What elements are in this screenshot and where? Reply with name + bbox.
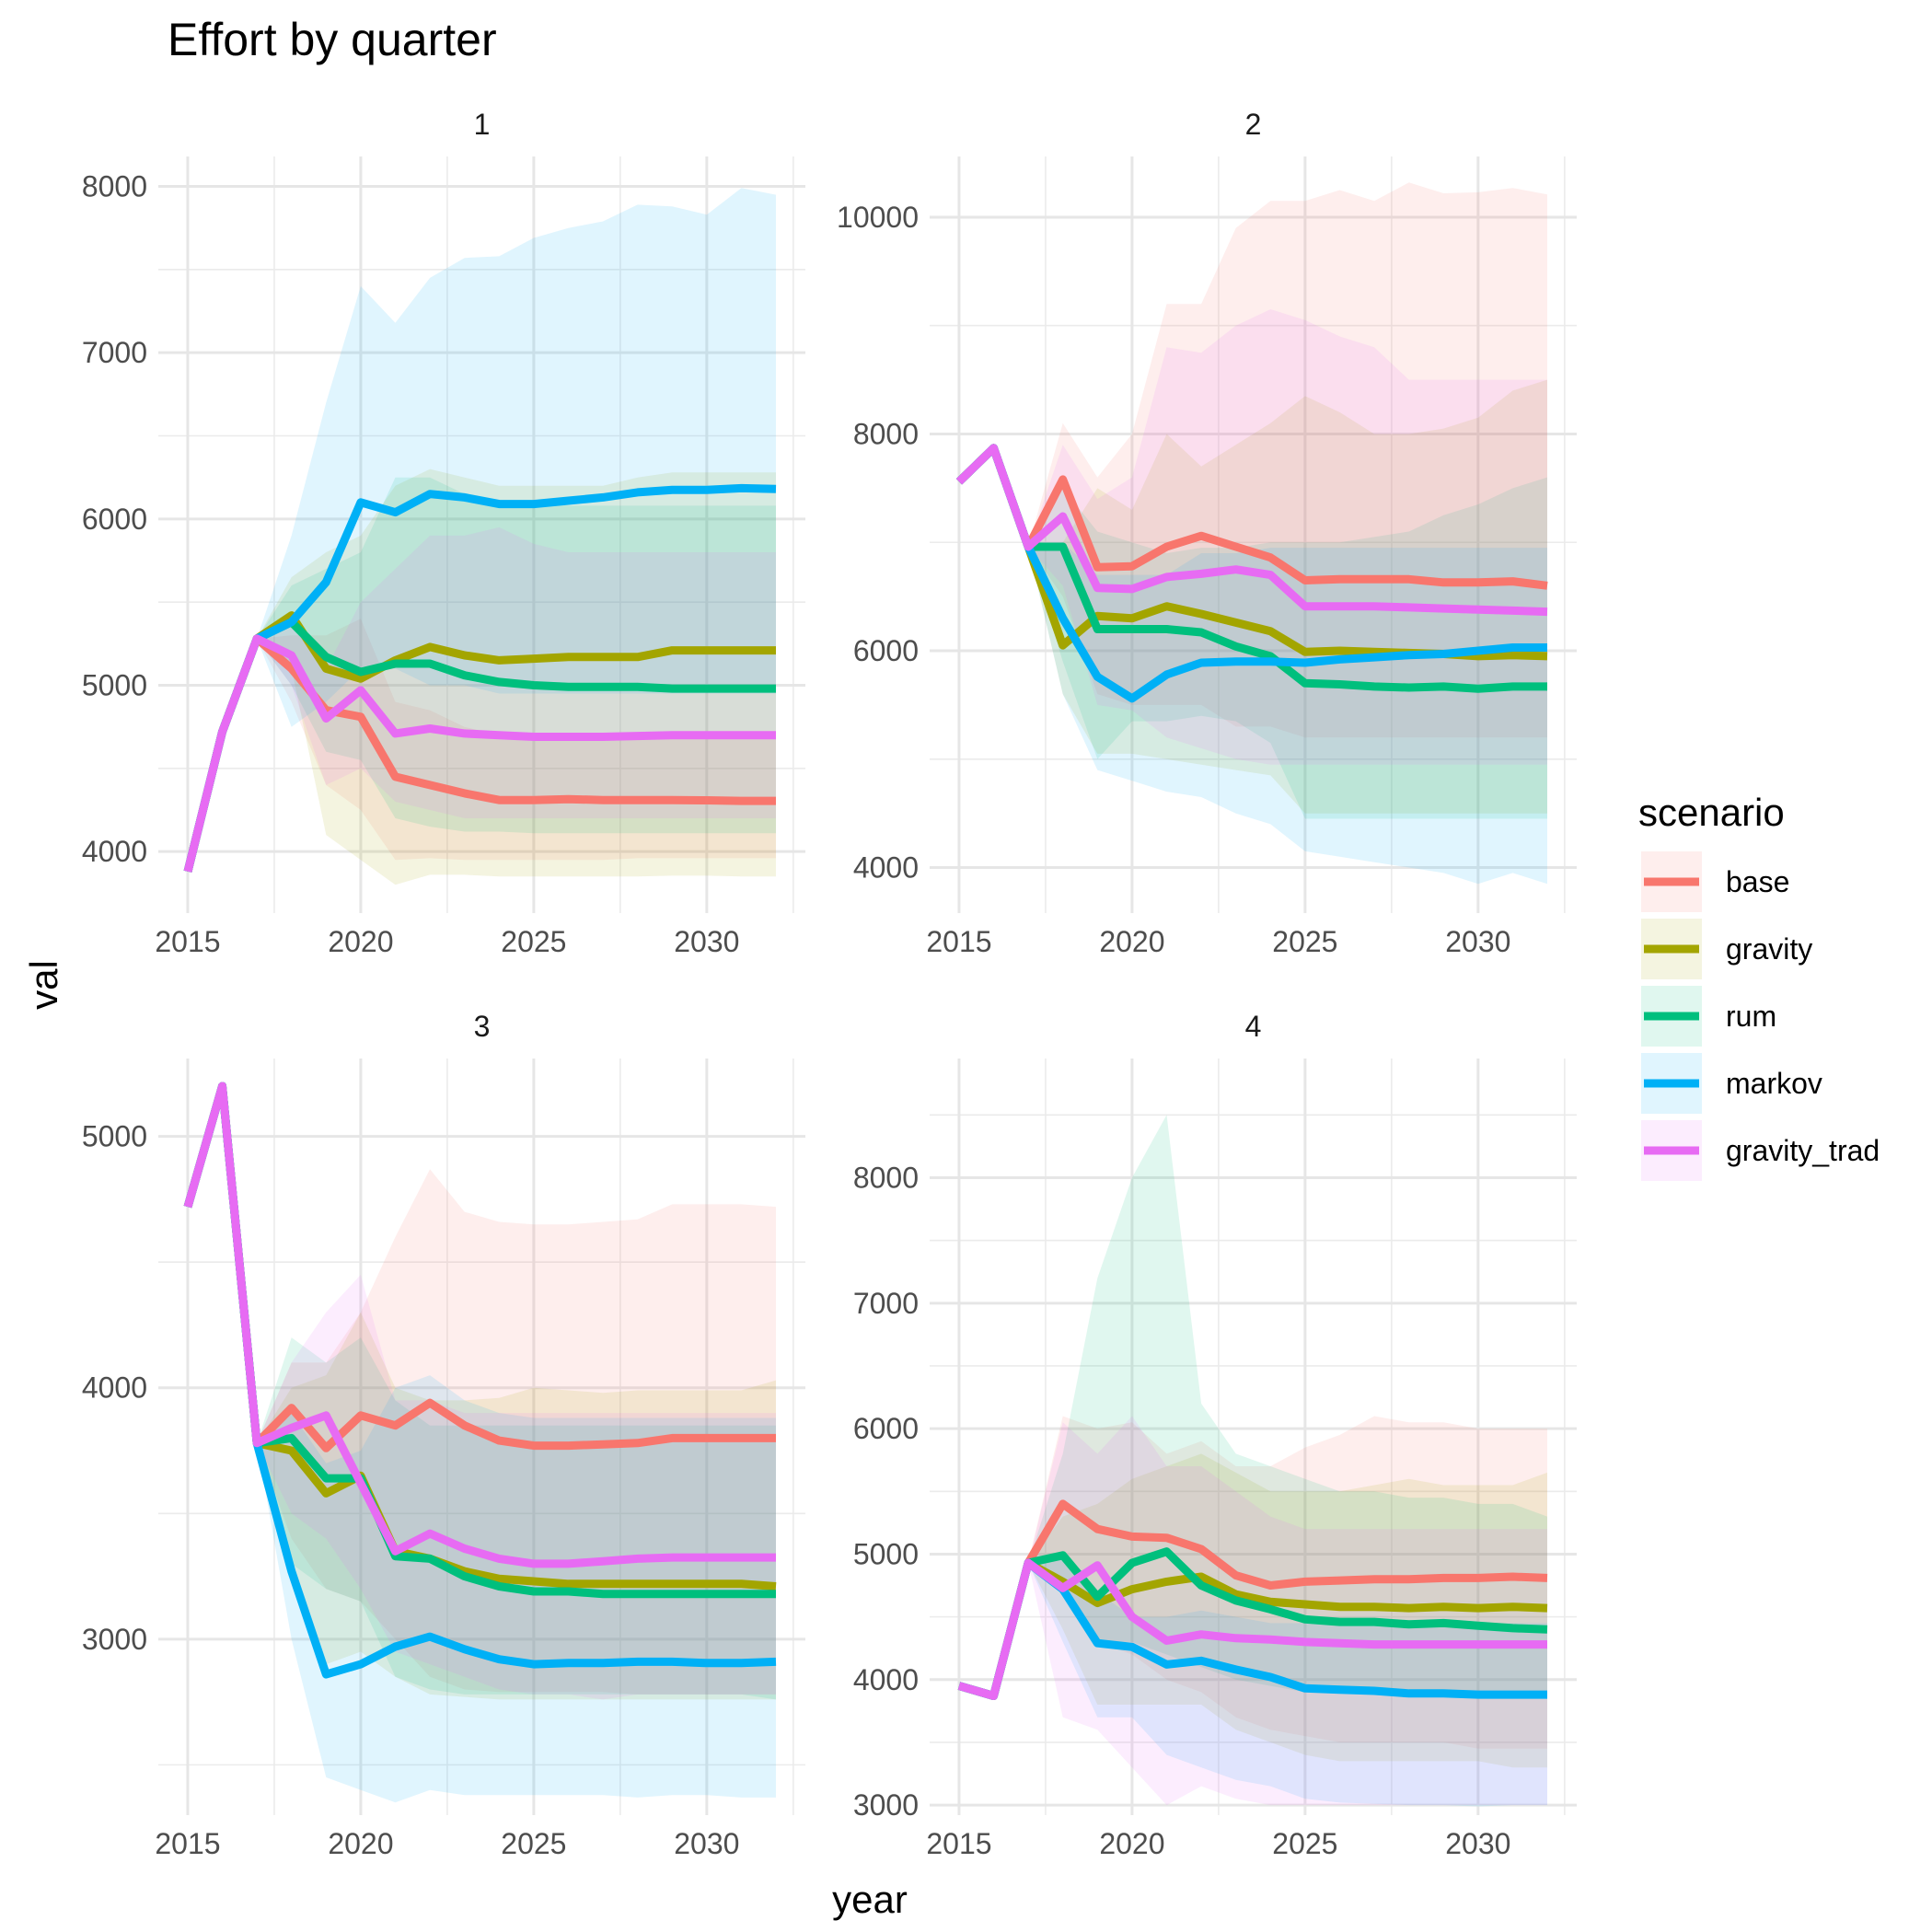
y-tick-label: 4000 <box>853 851 919 885</box>
legend: scenario base gravity rum markov gravity_tra… <box>1638 791 1880 1181</box>
legend-title: scenario <box>1638 791 1785 834</box>
y-tick-label: 3000 <box>853 1788 919 1822</box>
y-tick-label: 6000 <box>853 634 919 667</box>
series-line-base <box>183 1082 776 1452</box>
series-line-markov <box>955 444 1547 703</box>
ribbon-gravity <box>188 1086 776 1700</box>
x-axis-title: year <box>832 1878 908 1921</box>
legend-label: base <box>1726 865 1789 898</box>
x-tick-label: 2030 <box>674 925 739 958</box>
series-line-gravity_trad <box>957 1558 1547 1700</box>
y-tick-label: 5000 <box>82 1120 147 1153</box>
x-tick-label: 2030 <box>1445 925 1510 958</box>
x-tick-label: 2020 <box>328 1827 393 1860</box>
x-tick-label: 2015 <box>155 925 220 958</box>
y-tick-label: 7000 <box>853 1287 919 1320</box>
ribbon-gravity_trad <box>188 1086 776 1700</box>
ribbon-markov <box>959 447 1547 885</box>
series-line-gravity_trad <box>183 1082 776 1568</box>
legend-item-markov: markov <box>1641 1053 1822 1114</box>
series-line-gravity_trad <box>183 634 776 873</box>
ribbon-gravity_trad <box>188 526 776 872</box>
facet-panel-2: 2 2015 2020 2025 2030 4000 6000 8000 10000 <box>837 108 1577 958</box>
facet-panels: 1 2015 2020 2025 2030 4000 5000 6000 7000 8000 2 20… <box>82 108 1577 1860</box>
x-tick-label: 2030 <box>1445 1827 1510 1860</box>
legend-item-base: base <box>1641 851 1789 912</box>
series-line-markov <box>183 1082 777 1679</box>
x-tick-label: 2025 <box>501 925 566 958</box>
x-tick-label: 2025 <box>501 1827 566 1860</box>
ribbon-base <box>188 1086 776 1695</box>
ribbon-base <box>188 619 776 872</box>
y-tick-label: 8000 <box>853 1162 919 1195</box>
y-tick-label: 4000 <box>82 1371 147 1405</box>
ribbon-gravity <box>959 379 1547 814</box>
legend-label: markov <box>1726 1067 1822 1100</box>
x-tick-label: 2030 <box>674 1827 739 1860</box>
series-line-base <box>183 634 776 873</box>
facet-panel-1: 1 2015 2020 2025 2030 4000 5000 6000 7000 8000 <box>82 108 805 958</box>
y-tick-label: 6000 <box>82 503 147 536</box>
ribbon-markov <box>959 1554 1547 1807</box>
y-axis-title: val <box>22 960 65 1010</box>
legend-label: gravity_trad <box>1726 1134 1880 1167</box>
series-line-base <box>957 1499 1548 1700</box>
chart-title: Effort by quarter <box>168 14 497 65</box>
ribbon-markov <box>188 1086 776 1803</box>
series-line-gravity <box>957 1558 1548 1700</box>
ribbon-gravity_trad <box>959 1416 1547 1806</box>
series-line-markov <box>183 483 777 873</box>
legend-item-gravity: gravity <box>1641 919 1812 979</box>
y-tick-label: 5000 <box>82 668 147 701</box>
series-line-gravity_trad <box>955 444 1548 617</box>
legend-item-rum: rum <box>1641 986 1776 1047</box>
ribbon-rum <box>959 1115 1547 1699</box>
series-line-rum <box>957 1547 1548 1700</box>
facet-label: 2 <box>1245 108 1262 141</box>
legend-item-gravity_trad: gravity_trad <box>1641 1120 1880 1181</box>
ribbon-base <box>959 182 1547 738</box>
x-tick-label: 2015 <box>926 1827 991 1860</box>
x-tick-label: 2025 <box>1272 1827 1337 1860</box>
ribbon-rum <box>959 447 1547 819</box>
x-tick-label: 2020 <box>1099 925 1164 958</box>
legend-label: gravity <box>1726 932 1812 966</box>
y-tick-label: 10000 <box>837 201 919 234</box>
ribbon-rum <box>188 1086 776 1700</box>
facet-panel-4: 4 2015 2020 2025 2030 3000 4000 5000 6000 7000 800… <box>853 1010 1577 1860</box>
x-tick-label: 2015 <box>155 1827 220 1860</box>
series-line-rum <box>955 444 1547 693</box>
legend-label: rum <box>1726 1000 1776 1033</box>
facet-label: 1 <box>474 108 491 141</box>
y-tick-label: 5000 <box>853 1537 919 1570</box>
series-line-rum <box>183 1082 776 1599</box>
facet-panel-3: 3 2015 2020 2025 2030 3000 4000 5000 <box>82 1010 805 1860</box>
series-line-gravity <box>183 611 776 873</box>
y-tick-label: 6000 <box>853 1412 919 1445</box>
x-tick-label: 2025 <box>1272 925 1337 958</box>
y-tick-label: 7000 <box>82 336 147 369</box>
y-tick-label: 8000 <box>853 417 919 450</box>
x-tick-label: 2020 <box>328 925 393 958</box>
x-tick-label: 2020 <box>1099 1827 1164 1860</box>
facet-label: 4 <box>1245 1010 1262 1043</box>
y-tick-label: 4000 <box>853 1663 919 1696</box>
y-tick-label: 3000 <box>82 1623 147 1656</box>
ribbon-markov <box>188 188 776 872</box>
y-tick-label: 4000 <box>82 835 147 868</box>
y-tick-label: 8000 <box>82 170 147 203</box>
series-line-gravity <box>183 1082 777 1591</box>
x-tick-label: 2015 <box>926 925 991 958</box>
series-line-base <box>955 444 1548 590</box>
facet-label: 3 <box>474 1010 491 1043</box>
